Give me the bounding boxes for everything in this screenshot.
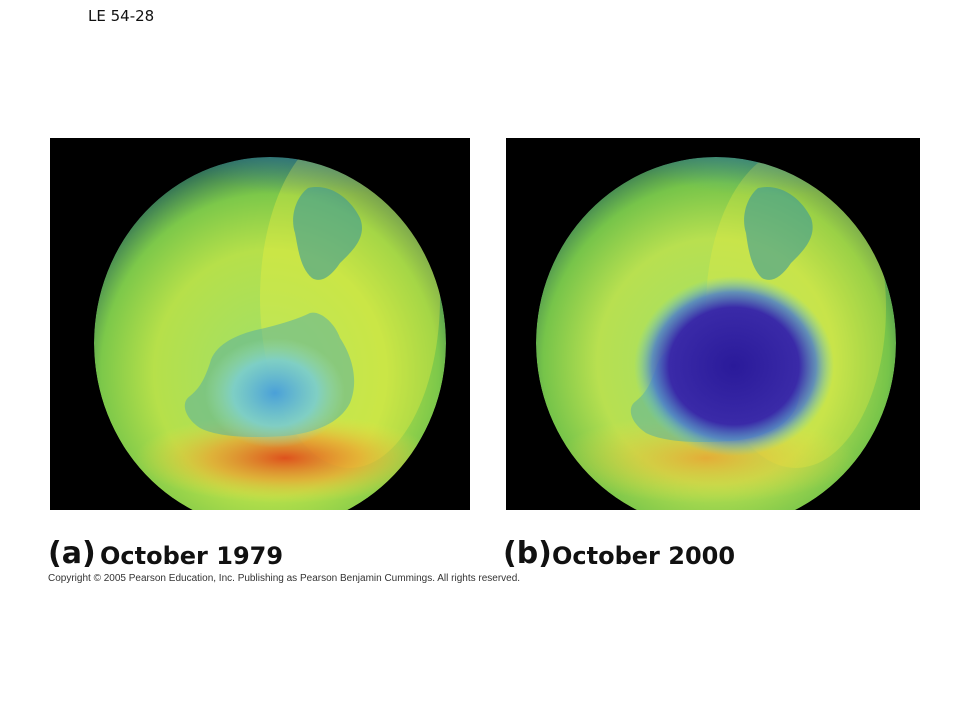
ozone-globe-1979-graphic	[50, 138, 470, 510]
slide-label: LE 54-28	[88, 7, 155, 25]
panel-a-date: October 1979	[100, 542, 284, 570]
copyright-notice: Copyright © 2005 Pearson Education, Inc.…	[48, 573, 521, 584]
globe-image-1979	[50, 138, 470, 510]
globe-image-2000	[506, 138, 920, 510]
ozone-globe-2000-graphic	[506, 138, 920, 510]
panel-b-letter: (b)	[503, 536, 552, 571]
panel-a-letter: (a)	[48, 536, 96, 571]
panel-b-date: October 2000	[552, 542, 736, 570]
